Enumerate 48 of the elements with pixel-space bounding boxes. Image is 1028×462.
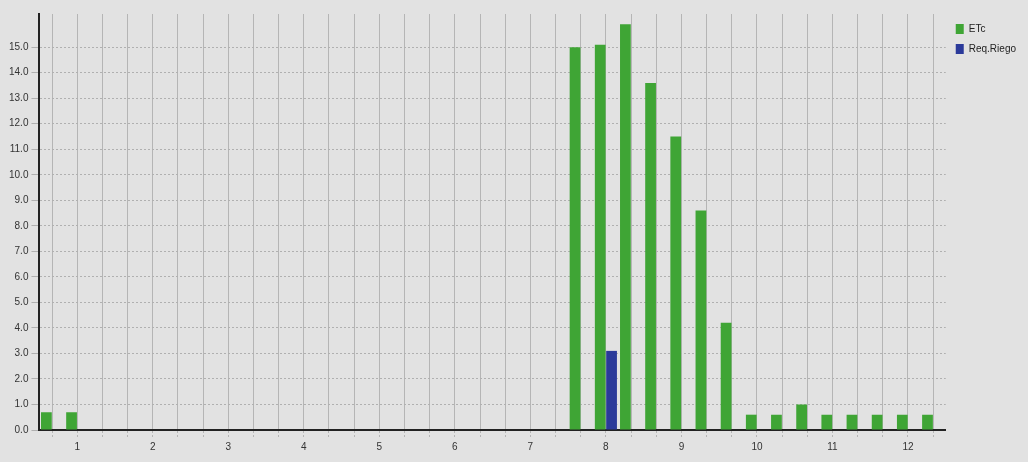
bar <box>771 414 782 430</box>
bar <box>594 44 606 430</box>
y-tick-label: 7.0 <box>14 245 29 257</box>
y-tick-label: 11.0 <box>9 143 29 155</box>
bar <box>41 412 52 430</box>
y-tick-label: 12.0 <box>8 117 29 129</box>
bar <box>620 24 631 430</box>
y-tick-label: 15.0 <box>8 40 29 52</box>
bar <box>670 136 682 430</box>
x-tick-label: 2 <box>149 440 156 452</box>
y-tick-label: 9.0 <box>14 194 29 206</box>
bar <box>846 414 858 430</box>
x-tick-label: 10 <box>751 440 763 452</box>
bar <box>871 414 883 430</box>
legend-label: ETc <box>968 22 986 34</box>
y-tick-label: 13.0 <box>8 91 29 103</box>
x-tick-label: 1 <box>74 440 81 452</box>
y-tick-label: 3.0 <box>14 347 29 359</box>
x-tick-label: 11 <box>827 440 839 452</box>
y-tick-label: 2.0 <box>14 372 29 384</box>
x-tick-label: 3 <box>225 440 232 452</box>
bar <box>606 350 617 430</box>
bar <box>821 414 833 430</box>
y-tick-label: 14.0 <box>8 66 29 78</box>
bar <box>922 414 933 430</box>
bar <box>66 412 77 430</box>
y-tick-label: 0.0 <box>14 423 29 435</box>
x-tick-label: 4 <box>301 440 308 452</box>
x-tick-label: 6 <box>452 440 459 452</box>
bar <box>896 414 908 430</box>
bar <box>745 414 757 430</box>
x-tick-label: 12 <box>902 440 914 452</box>
x-tick-label: 5 <box>376 440 383 452</box>
y-tick-label: 8.0 <box>14 219 29 231</box>
y-tick-label: 4.0 <box>14 321 29 333</box>
y-tick-label: 10.0 <box>8 168 29 180</box>
x-tick-label: 8 <box>603 440 610 452</box>
x-tick-label: 7 <box>527 440 534 452</box>
bar <box>720 322 732 430</box>
y-tick-label: 5.0 <box>14 296 29 308</box>
bar <box>645 82 656 430</box>
legend-label: Req.Riego <box>968 42 1017 54</box>
x-tick-label: 9 <box>678 440 685 452</box>
y-tick-label: 6.0 <box>14 270 29 282</box>
bar <box>695 210 707 430</box>
bar <box>796 404 808 430</box>
bar <box>569 47 581 430</box>
y-tick-label: 1.0 <box>14 398 29 410</box>
